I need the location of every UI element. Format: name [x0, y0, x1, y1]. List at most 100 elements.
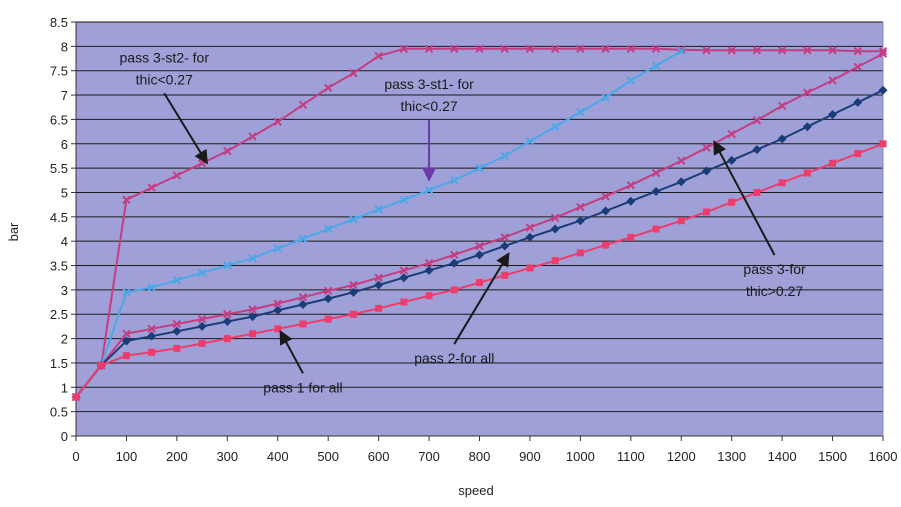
data-point [701, 166, 711, 176]
y-tick-label: 6.5 [50, 112, 68, 127]
data-point [550, 44, 560, 53]
y-tick-label: 4 [61, 234, 68, 249]
data-point [248, 132, 257, 141]
data-point [828, 110, 838, 120]
series-4 [71, 85, 888, 402]
data-point [274, 325, 282, 333]
data-point [777, 46, 787, 55]
y-tick-label: 6 [61, 137, 68, 152]
data-point [299, 320, 307, 328]
data-point [197, 321, 207, 331]
data-point [223, 335, 231, 343]
data-point [476, 279, 483, 287]
data-point [576, 249, 584, 257]
data-point [249, 330, 257, 338]
data-point [525, 137, 535, 146]
y-tick-label: 2 [61, 332, 68, 347]
y-tick-label: 1 [61, 380, 68, 395]
data-point [727, 155, 737, 165]
grid-lines [76, 21, 883, 437]
data-point [399, 266, 409, 275]
plot-area [76, 22, 883, 436]
data-point [651, 44, 661, 53]
data-point [273, 305, 283, 315]
data-point [450, 286, 458, 294]
data-point [550, 213, 560, 223]
annotation-arrow [279, 330, 304, 374]
data-point [223, 310, 232, 319]
annotation-line: pass 3-st1- for [384, 76, 474, 92]
axes: 0 0.5 1 1.5 2 2.5 3 3.5 4 4.5 5 5.5 6 6.5 7 7.5 8 8.5 0 100… [50, 15, 898, 464]
data-point [349, 68, 358, 78]
annotation-label: pass 2-for all [414, 350, 494, 366]
data-point [399, 273, 409, 283]
data-point [349, 215, 358, 224]
data-point [273, 244, 282, 253]
annotation-arrow [453, 252, 510, 345]
x-tick-label: 100 [116, 449, 138, 464]
data-point [147, 183, 156, 192]
data-point [148, 348, 156, 356]
data-point [424, 265, 434, 275]
data-point [677, 47, 686, 56]
data-point [854, 150, 862, 158]
data-point [147, 324, 156, 334]
y-tick-label: 8 [61, 39, 68, 54]
data-point [501, 271, 509, 279]
data-point [298, 299, 308, 309]
data-point [475, 241, 484, 251]
data-point [172, 319, 182, 329]
data-point [121, 336, 131, 346]
x-tick-label: 700 [418, 449, 440, 464]
data-point [803, 46, 812, 55]
data-point [425, 292, 433, 300]
data-point [526, 264, 534, 272]
data-point [702, 208, 710, 216]
data-point [727, 46, 736, 55]
data-point [626, 44, 636, 53]
data-point [702, 143, 711, 152]
data-point [248, 254, 257, 263]
x-tick-label: 800 [469, 449, 491, 464]
data-point [172, 275, 182, 285]
x-tick-label: 1400 [768, 449, 797, 464]
data-point [374, 273, 383, 282]
y-tick-label: 0 [61, 429, 68, 444]
data-point [223, 146, 232, 156]
annotation-line: pass 3-st2- for [120, 49, 210, 65]
data-point [424, 185, 434, 195]
data-point [475, 44, 484, 53]
data-point [803, 169, 811, 177]
data-point [147, 331, 157, 341]
data-point [777, 101, 787, 110]
annotation-label: pass 3-st1- for thic<0.27 [384, 76, 474, 114]
data-point [651, 61, 661, 71]
annotation-line: thic<0.27 [136, 71, 193, 87]
data-point [450, 176, 459, 185]
data-point [122, 288, 131, 297]
annotation-line: thic>0.27 [746, 283, 803, 299]
data-point [450, 44, 459, 53]
data-point [626, 196, 636, 206]
y-tick-label: 4.5 [50, 210, 68, 225]
annotation-arrow [163, 92, 208, 165]
x-tick-label: 1500 [818, 449, 847, 464]
data-point [575, 216, 585, 226]
data-point [399, 195, 409, 204]
y-tick-label: 8.5 [50, 15, 68, 30]
data-point [172, 171, 182, 180]
data-point [273, 299, 282, 308]
data-point [223, 261, 232, 270]
data-point [651, 186, 661, 196]
data-point [323, 294, 333, 304]
y-tick-label: 7 [61, 88, 68, 103]
data-point [323, 286, 333, 296]
x-tick-label: 200 [166, 449, 188, 464]
data-point [197, 314, 207, 324]
data-point [374, 205, 383, 214]
data-point [550, 122, 560, 131]
y-tick-label: 1.5 [50, 356, 68, 371]
data-point [853, 97, 863, 107]
data-point [97, 361, 105, 369]
